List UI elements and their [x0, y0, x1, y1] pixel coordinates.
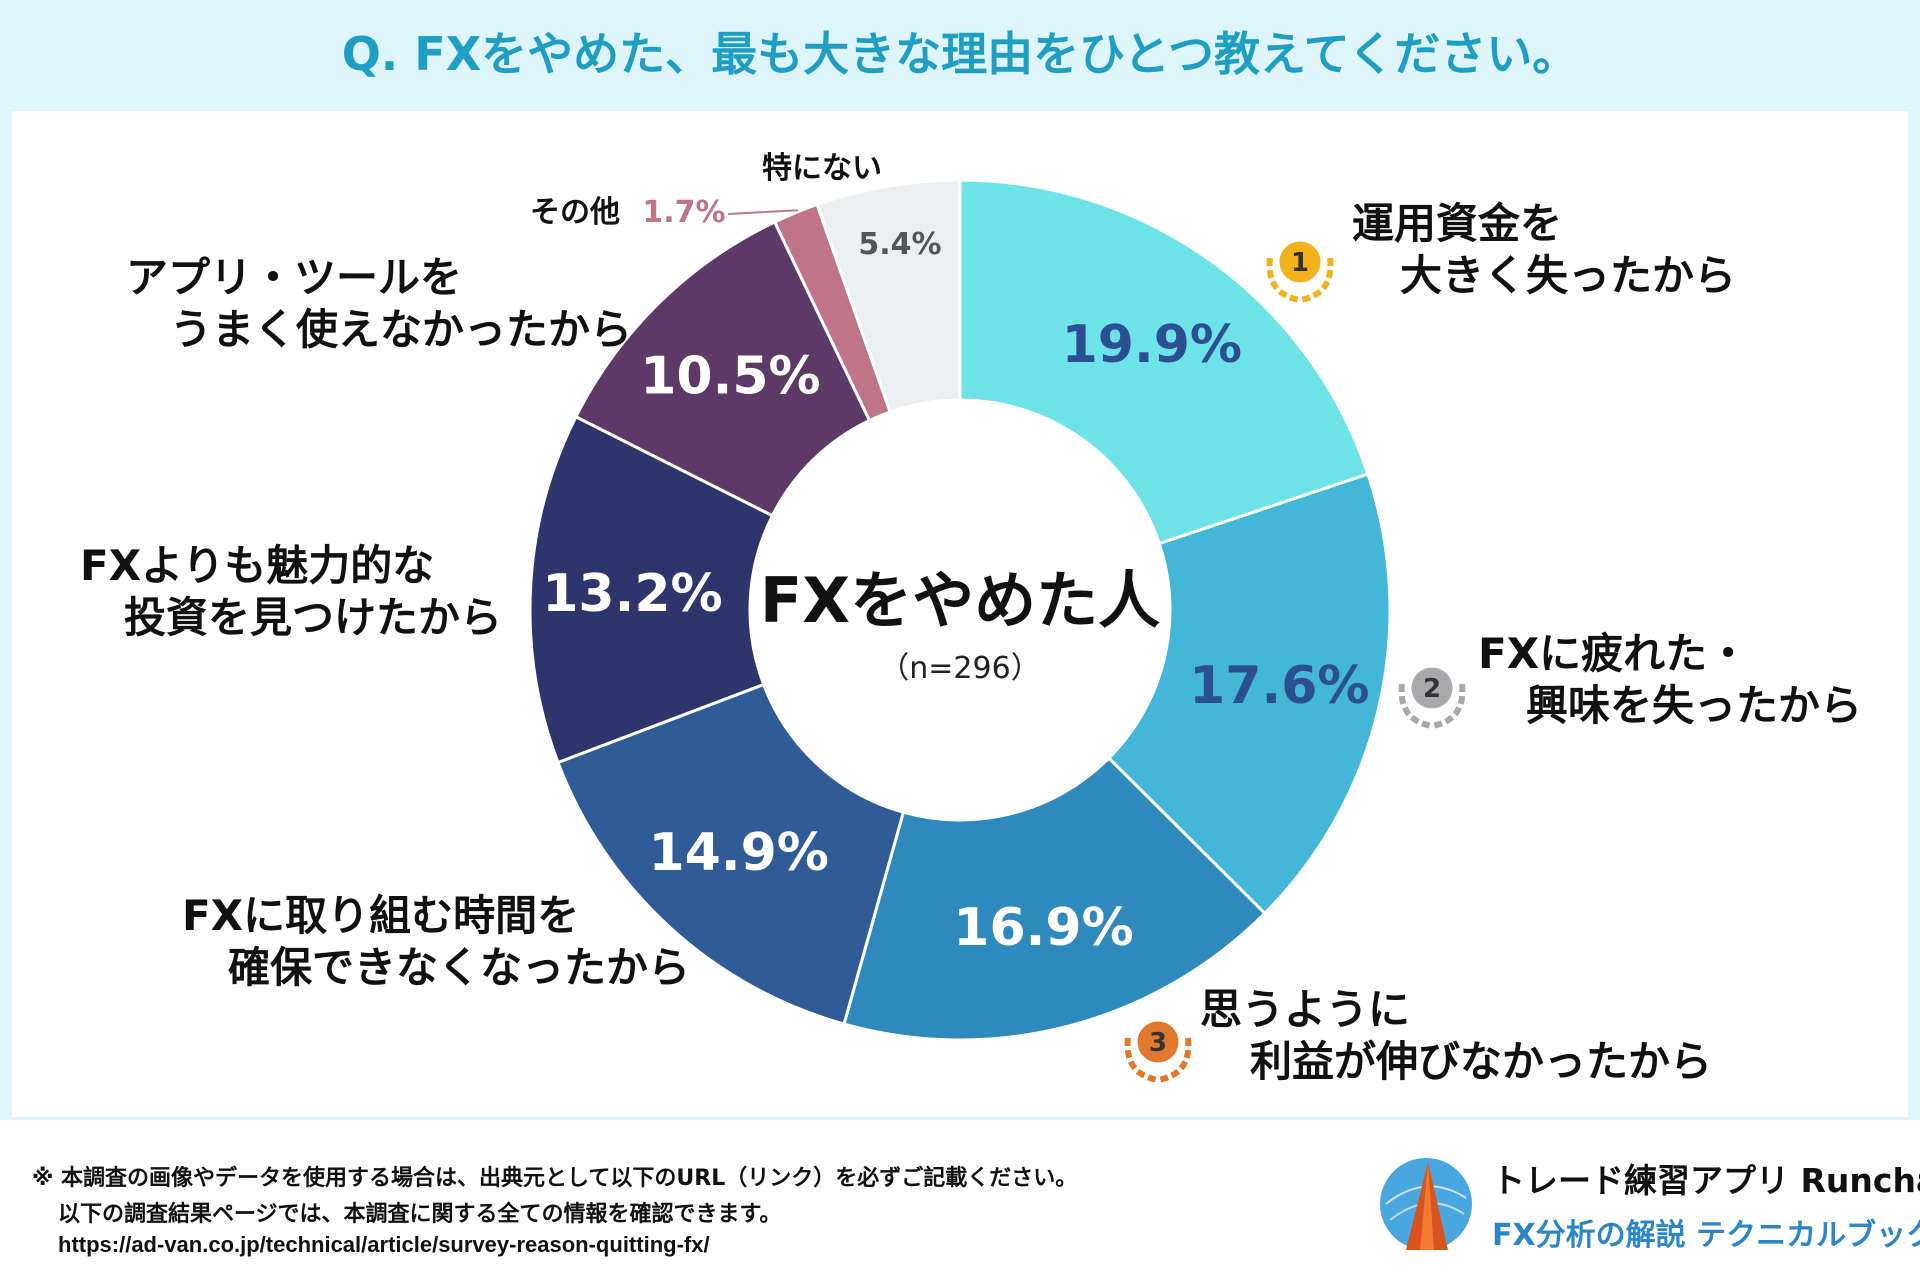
slice-0: [958, 178, 1370, 546]
footer-note-1: ※ 本調査の画像やデータを使用する場合は、出典元として以下のURL（リンク）を必…: [32, 1166, 1078, 1191]
category-label-3-0: FXに取り組む時間を: [182, 891, 579, 940]
slice-1: [1106, 472, 1392, 916]
value-label-1: 17.6%: [1189, 656, 1369, 716]
rank-number-3: 3: [1149, 1028, 1167, 1058]
slice-5: [573, 219, 872, 518]
value-label-4: 13.2%: [542, 564, 722, 624]
footer-note-2: 以下の調査結果ページでは、本調査に関する全ての情報を確認できます。: [58, 1202, 782, 1227]
category-label-2-1: 利益が伸びなかったから: [1250, 1037, 1712, 1086]
category-label-0-1: 大きく失ったから: [1400, 251, 1736, 300]
center-title: FXをやめた人: [760, 564, 1160, 637]
brand-subtitle: FX分析の解説 テクニカルブック: [1492, 1218, 1920, 1253]
slice-7: [815, 178, 962, 414]
value-label-6: 1.7%: [642, 195, 725, 230]
rank-3-medal-icon: 3: [1124, 1018, 1192, 1083]
category-label-0-0: 運用資金を: [1352, 199, 1562, 248]
value-label-0: 19.9%: [1062, 315, 1242, 375]
category-label-4-1: 投資を見つけたから: [124, 593, 502, 642]
source-url-link[interactable]: https://ad-van.co.jp/technical/article/s…: [58, 1232, 710, 1257]
slices-group: [528, 178, 1392, 1042]
rank-number-1: 1: [1291, 248, 1309, 278]
rank-badges-group: 1 2 3: [1124, 238, 1466, 1083]
value-label-2: 16.9%: [953, 898, 1133, 958]
category-label-3-1: 確保できなくなったから: [228, 943, 690, 992]
chart-title: Q. FXをやめた、最も大きな理由をひとつ教えてください。: [342, 27, 1579, 81]
rank-1-medal-icon: 1: [1266, 238, 1334, 303]
category-label-6-0: その他: [530, 195, 620, 230]
category-label-1-0: FXに疲れた・: [1478, 629, 1749, 678]
value-label-3: 14.9%: [648, 823, 828, 883]
category-label-5-1: うまく使えなかったから: [170, 305, 632, 354]
value-labels-group: 19.9% 17.6% 16.9% 14.9% 13.2% 10.5% 1.7% 5.4%: [542, 195, 1369, 958]
runcha-logo-icon: [1380, 1158, 1472, 1250]
value-label-7: 5.4%: [858, 227, 941, 262]
brand-title: トレード練習アプリ Runcha: [1492, 1161, 1920, 1200]
slice-2: [842, 756, 1267, 1042]
category-label-2-0: 思うように: [1200, 985, 1410, 1034]
category-label-4-0: FXよりも魅力的な: [80, 541, 434, 590]
leader-line-other: [727, 209, 798, 215]
rank-2-medal-icon: 2: [1398, 664, 1466, 729]
value-label-5: 10.5%: [640, 347, 820, 407]
rank-number-2: 2: [1423, 674, 1441, 704]
category-label-7-0: 特にない: [762, 151, 882, 186]
category-label-5-0: アプリ・ツールを: [126, 253, 462, 302]
category-label-1-1: 興味を失ったから: [1526, 681, 1862, 730]
slice-3: [556, 682, 906, 1026]
center-subtitle: （n=296）: [879, 651, 1040, 686]
slice-4: [528, 414, 775, 765]
